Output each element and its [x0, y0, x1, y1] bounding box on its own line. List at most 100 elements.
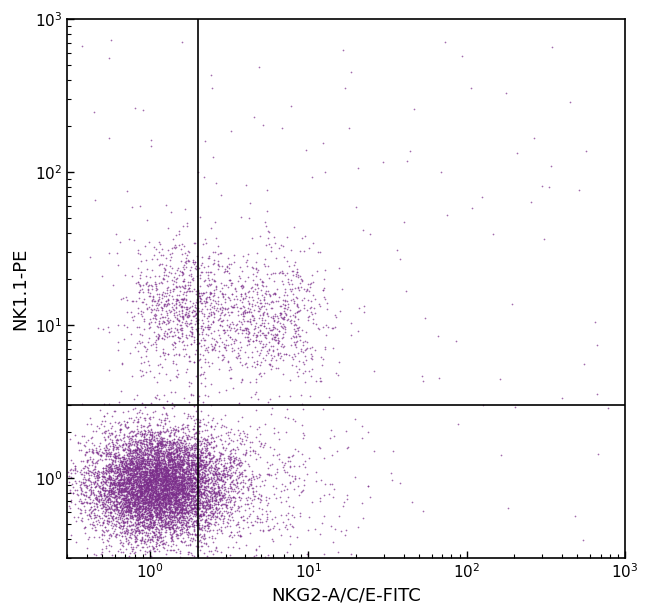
- Point: [125, 502, 136, 512]
- Point: [184, 449, 194, 459]
- Point: [246, 310, 257, 320]
- Point: [547, 43, 557, 52]
- Point: [292, 307, 302, 317]
- Point: [136, 477, 146, 487]
- Point: [125, 488, 136, 498]
- Point: [159, 450, 170, 460]
- Point: [322, 322, 333, 331]
- Point: [173, 495, 183, 505]
- Point: [233, 506, 244, 516]
- Point: [148, 483, 158, 493]
- Point: [158, 497, 168, 507]
- Point: [159, 502, 169, 512]
- Point: [172, 332, 183, 342]
- Point: [107, 437, 117, 447]
- Point: [128, 484, 138, 494]
- Point: [263, 233, 274, 243]
- Point: [170, 330, 181, 340]
- Point: [191, 465, 202, 475]
- Point: [192, 448, 202, 458]
- Point: [138, 474, 149, 484]
- Point: [138, 437, 148, 447]
- Point: [181, 527, 191, 537]
- Point: [103, 546, 114, 556]
- Point: [181, 452, 192, 462]
- Point: [142, 477, 153, 487]
- Point: [177, 464, 188, 474]
- Point: [122, 517, 132, 527]
- Point: [90, 467, 100, 477]
- Point: [278, 295, 288, 305]
- Point: [194, 469, 204, 479]
- Point: [151, 476, 162, 486]
- Point: [170, 520, 181, 530]
- Point: [143, 522, 153, 532]
- Point: [155, 506, 166, 516]
- Point: [180, 442, 190, 452]
- Point: [152, 508, 162, 517]
- Point: [168, 506, 178, 516]
- Point: [176, 524, 187, 534]
- Point: [86, 513, 97, 523]
- Point: [118, 508, 129, 517]
- Point: [195, 270, 205, 280]
- Point: [122, 494, 133, 504]
- Point: [275, 318, 285, 328]
- Point: [193, 464, 203, 474]
- Point: [127, 467, 138, 477]
- Point: [162, 497, 173, 507]
- Point: [177, 310, 188, 320]
- Point: [282, 467, 293, 477]
- Point: [150, 442, 160, 452]
- Point: [153, 488, 163, 498]
- Point: [124, 447, 135, 457]
- Point: [169, 499, 179, 509]
- Point: [135, 487, 145, 497]
- Point: [166, 460, 177, 469]
- Point: [192, 434, 202, 444]
- Point: [135, 282, 146, 291]
- Point: [145, 490, 155, 500]
- Point: [118, 459, 129, 469]
- Point: [187, 442, 198, 452]
- Point: [128, 491, 138, 501]
- Point: [201, 459, 211, 469]
- Point: [86, 470, 96, 480]
- Point: [335, 307, 345, 317]
- Point: [133, 246, 143, 256]
- Point: [169, 509, 179, 519]
- Point: [161, 503, 171, 513]
- Point: [139, 474, 150, 484]
- Point: [205, 453, 216, 463]
- Point: [153, 527, 164, 537]
- Point: [237, 515, 248, 525]
- Point: [123, 442, 133, 452]
- Point: [184, 472, 194, 482]
- Point: [138, 466, 148, 476]
- Point: [150, 480, 161, 490]
- Point: [159, 464, 170, 474]
- Point: [117, 527, 127, 537]
- Point: [79, 487, 90, 497]
- Point: [116, 483, 126, 493]
- Point: [256, 285, 266, 294]
- Point: [142, 284, 153, 294]
- Point: [168, 468, 179, 477]
- Point: [169, 477, 179, 487]
- Point: [156, 505, 166, 514]
- Point: [114, 477, 125, 487]
- Point: [150, 482, 160, 492]
- Point: [122, 465, 132, 475]
- Point: [219, 484, 229, 494]
- Point: [135, 495, 146, 505]
- Point: [185, 484, 196, 493]
- Point: [142, 521, 153, 531]
- Point: [205, 322, 215, 332]
- Point: [265, 524, 276, 534]
- Point: [121, 525, 131, 535]
- Point: [210, 456, 220, 466]
- Point: [169, 300, 179, 310]
- Point: [132, 474, 142, 484]
- Point: [153, 440, 163, 450]
- Point: [160, 439, 170, 448]
